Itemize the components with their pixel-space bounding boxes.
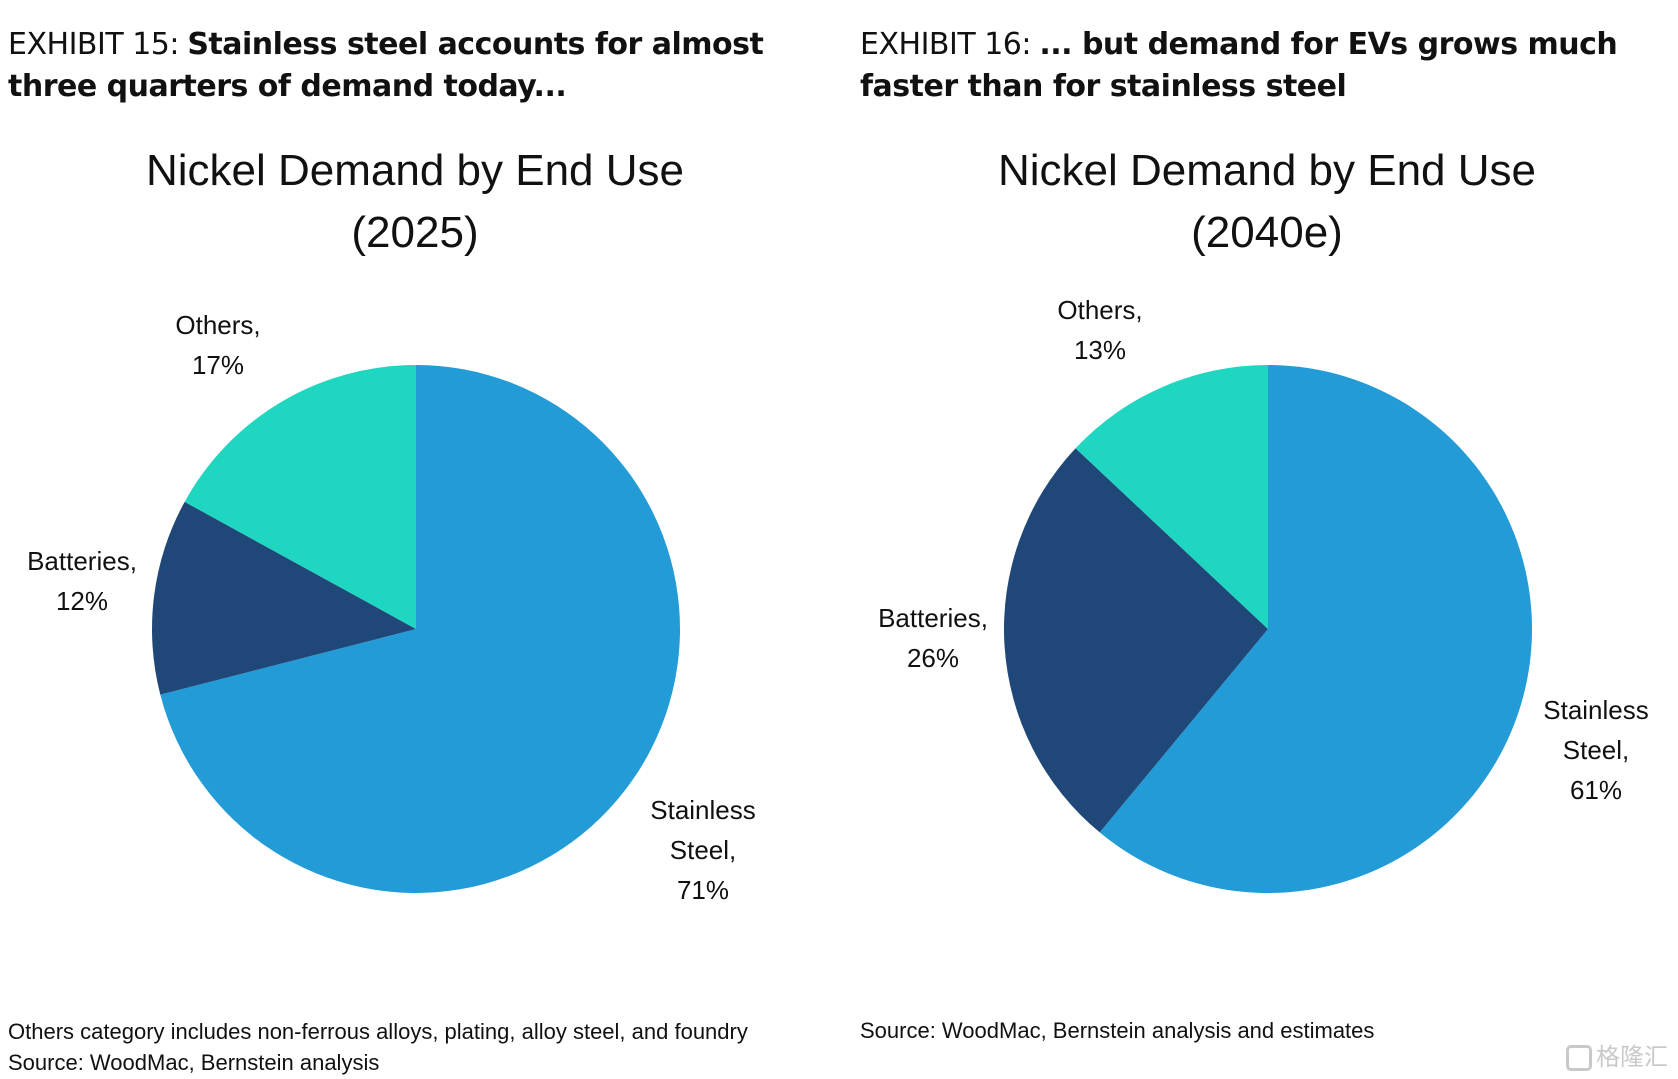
chart-1-slice-stainless-steel bbox=[160, 365, 680, 894]
watermark-icon bbox=[1566, 1045, 1592, 1071]
chart-1-slice-batteries bbox=[152, 501, 416, 695]
exhibit-15-label: EXHIBIT 15: bbox=[8, 27, 179, 62]
chart-2-label-batteries: Batteries, 26% bbox=[878, 598, 988, 678]
exhibit-16-title: ... but demand for EVs grows much faster… bbox=[860, 27, 1618, 104]
chart-1-title-line1: Nickel Demand by End Use bbox=[145, 146, 684, 195]
chart-2-pie bbox=[1004, 365, 1532, 893]
chart-2-title-line2: (2040e) bbox=[1191, 208, 1343, 257]
chart-2-label-batteries-pct: 26% bbox=[906, 643, 960, 673]
chart-1-slice-others bbox=[184, 365, 416, 629]
chart-2-label-others-name: Others, bbox=[1057, 295, 1143, 325]
exhibit-15-footnote-1: Others category includes non-ferrous all… bbox=[8, 1019, 748, 1044]
chart-2-label-stainless-pct: 61% bbox=[1569, 775, 1623, 805]
chart-2-slice-stainless-steel bbox=[1099, 365, 1532, 893]
watermark-text: 格隆汇 bbox=[1596, 1043, 1668, 1071]
exhibit-15-header: EXHIBIT 15: Stainless steel accounts for… bbox=[8, 24, 828, 108]
chart-1-label-stainless-pct: 71% bbox=[676, 875, 730, 905]
chart-2-label-others: Others, 13% bbox=[1057, 290, 1142, 370]
chart-2-title: Nickel Demand by End Use (2040e) bbox=[917, 140, 1617, 264]
watermark-logo: 格隆汇 bbox=[1566, 1037, 1668, 1072]
chart-1-label-batteries-pct: 12% bbox=[55, 586, 109, 616]
chart-1-label-others-name: Others, bbox=[175, 310, 261, 340]
chart-2-label-stainless-name: Stainless bbox=[1543, 695, 1649, 725]
chart-1-label-stainless-name2: Steel, bbox=[669, 835, 737, 865]
exhibit-16-source: Source: WoodMac, Bernstein analysis and … bbox=[860, 1018, 1375, 1043]
exhibit-15-source: Source: WoodMac, Bernstein analysis bbox=[8, 1050, 380, 1075]
chart-2-label-stainless-name2: Steel, bbox=[1562, 735, 1630, 765]
chart-1-label-others-pct: 17% bbox=[191, 350, 245, 380]
chart-1-title-line2: (2025) bbox=[351, 208, 479, 257]
exhibit-16-header: EXHIBIT 16: ... but demand for EVs grows… bbox=[860, 24, 1678, 108]
chart-1-label-others: Others, 17% bbox=[175, 305, 260, 385]
exhibit-15-title: Stainless steel accounts for almost thre… bbox=[8, 27, 764, 104]
chart-2-label-batteries-name: Batteries, bbox=[878, 603, 988, 633]
chart-2-label-stainless: Stainless Steel, 61% bbox=[1543, 690, 1649, 810]
chart-1-title: Nickel Demand by End Use (2025) bbox=[65, 140, 765, 264]
chart-1-label-stainless: Stainless Steel, 71% bbox=[650, 790, 756, 910]
exhibit-15-panel: EXHIBIT 15: Stainless steel accounts for… bbox=[0, 0, 839, 1078]
exhibit-16-label: EXHIBIT 16: bbox=[860, 27, 1031, 62]
chart-1-label-batteries-name: Batteries, bbox=[27, 546, 137, 576]
chart-1-label-batteries: Batteries, 12% bbox=[27, 541, 137, 621]
chart-2-slice-batteries bbox=[1004, 448, 1268, 833]
chart-2-label-others-pct: 13% bbox=[1073, 335, 1127, 365]
chart-2-title-line1: Nickel Demand by End Use bbox=[997, 146, 1536, 195]
exhibit-16-panel: EXHIBIT 16: ... but demand for EVs grows… bbox=[852, 0, 1678, 1078]
chart-1-label-stainless-name: Stainless bbox=[650, 795, 756, 825]
chart-1-pie bbox=[152, 365, 680, 894]
chart-2-slice-others bbox=[1075, 365, 1268, 629]
